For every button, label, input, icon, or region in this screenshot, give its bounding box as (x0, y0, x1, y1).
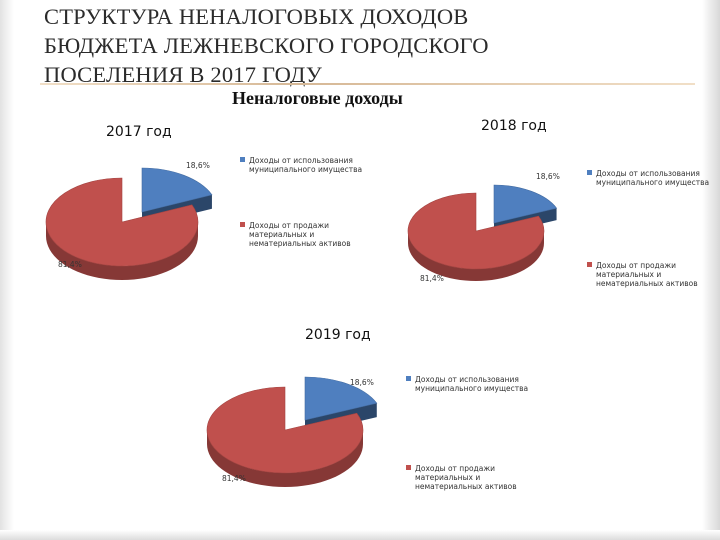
pie-slice-asset-sales (407, 192, 545, 270)
pie-slice-side (207, 430, 363, 487)
legend-entry-text: нематериальных активов (415, 482, 517, 491)
slide-title-line-3: ПОСЕЛЕНИЯ В 2017 ГОДУ (44, 62, 322, 87)
slide-title-line-1: СТРУКТУРА НЕНАЛОГОВЫХ ДОХОДОВ (44, 4, 469, 29)
legend-entry-text: материальных и (249, 230, 314, 239)
pie-slice-side (408, 231, 544, 281)
legend-entry-text: Доходы от продажи (249, 221, 329, 230)
pie-slice-municipal-property (141, 167, 213, 213)
chart-2019-year-label: 2019 год (305, 327, 371, 343)
title-underline (40, 83, 695, 85)
pie-percent-label: 81,4% (420, 274, 444, 283)
legend-swatch (406, 376, 411, 381)
pie-slice-side (46, 222, 198, 280)
legend-swatch (240, 222, 245, 227)
legend-entry-text: материальных и (415, 473, 480, 482)
legend-entry-text: нематериальных активов (596, 279, 698, 288)
pie-percent-label: 18,6% (186, 161, 210, 170)
legend-entry-text: Доходы от продажи (596, 261, 676, 270)
legend-entry-text: нематериальных активов (249, 239, 351, 248)
legend-entry-text: Доходы от продажи (415, 464, 495, 473)
pie-percent-label: 18,6% (350, 378, 374, 387)
pie-slice-asset-sales (45, 177, 199, 267)
legend-entry-text: Доходы от использования (596, 169, 700, 178)
legend-swatch (406, 465, 411, 470)
slide-title: СТРУКТУРА НЕНАЛОГОВЫХ ДОХОДОВ БЮДЖЕТА ЛЕ… (44, 2, 604, 89)
legend-swatch (587, 170, 592, 175)
slide-frame-bottom (0, 530, 720, 540)
chart-subtitle: Неналоговые доходы (232, 88, 403, 108)
pie-chart-2017-год: 18,6% 81,4% Доходы от использованиямуницип… (45, 156, 362, 280)
pie-slice-municipal-property (493, 184, 558, 224)
legend-entry-text: Доходы от использования (415, 375, 519, 384)
pie-slice-municipal-property (304, 376, 378, 421)
legend-entry-text: муниципального имущества (415, 384, 528, 393)
legend-entry-text: муниципального имущества (249, 165, 362, 174)
pie-percent-label: 18,6% (536, 172, 560, 181)
pie-chart-2019-год: 18,6% 81,4% Доходы от использованиямуницип… (206, 375, 528, 491)
pie-slice-asset-sales (206, 386, 364, 474)
legend-entry-text: Доходы от использования (249, 156, 353, 165)
slide-frame-left (0, 0, 14, 540)
legend-swatch (587, 262, 592, 267)
legend-entry-text: материальных и (596, 270, 661, 279)
pie-percent-label: 81,4% (58, 260, 82, 269)
slide-title-line-2: БЮДЖЕТА ЛЕЖНЕВСКОГО ГОРОДСКОГО (44, 33, 489, 58)
legend-entry-text: муниципального имущества (596, 178, 709, 187)
pie-percent-label: 81,4% (222, 474, 246, 483)
legend-swatch (240, 157, 245, 162)
chart-2017-year-label: 2017 год (106, 124, 172, 140)
chart-2018-year-label: 2018 год (481, 118, 547, 134)
pie-chart-2018-год: 18,6% 81,4% Доходы от использованиямуницип… (407, 169, 709, 288)
slide-frame-right (702, 0, 720, 540)
